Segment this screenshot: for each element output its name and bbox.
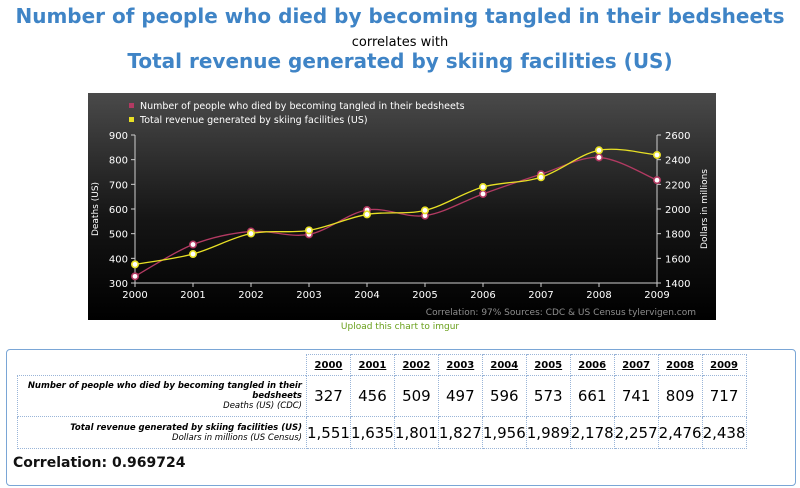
- chart-background: [88, 93, 716, 320]
- row-name: Number of people who died by becoming ta…: [27, 381, 302, 401]
- table-cell: 497: [437, 375, 483, 417]
- right-axis-tick-label: 2600: [665, 131, 690, 142]
- table-row: Number of people who died by becoming ta…: [17, 375, 747, 417]
- left-axis-tick-label: 500: [109, 230, 128, 241]
- data-point: [478, 183, 487, 192]
- data-point: [130, 260, 139, 269]
- year-header: 2007: [613, 354, 659, 376]
- table-cell: 327: [306, 375, 351, 417]
- row-unit: Dollars in millions (US Census): [172, 432, 302, 443]
- table-cell: 1,551: [306, 416, 351, 449]
- year-header: 2001: [349, 354, 395, 376]
- table-cell: 1,827: [437, 416, 483, 449]
- series-line: [134, 148, 658, 266]
- left-axis-tick-label: 600: [109, 205, 128, 216]
- data-point: [189, 250, 198, 259]
- table-cell: 456: [349, 375, 395, 417]
- data-point: [420, 206, 429, 215]
- data-point: [478, 189, 487, 198]
- table-cell: 1,956: [481, 416, 527, 449]
- row-label-deaths: Number of people who died by becoming ta…: [17, 375, 307, 417]
- row-unit: Deaths (US) (CDC): [223, 401, 302, 411]
- table-cell: 2,476: [657, 416, 703, 449]
- year-header: 2004: [481, 354, 527, 376]
- table-cell: 661: [569, 375, 615, 417]
- data-point: [536, 173, 545, 182]
- right-axis-tick-label: 1800: [665, 230, 690, 241]
- year-header: 2003: [437, 354, 483, 376]
- table-cell: 573: [525, 375, 571, 417]
- table-cell: 2,438: [701, 416, 747, 449]
- x-axis-tick-label: 2007: [528, 290, 553, 301]
- left-axis-tick-label: 700: [109, 180, 128, 191]
- x-axis-tick-label: 2003: [296, 290, 321, 301]
- table-cell: 1,989: [525, 416, 571, 449]
- x-axis-tick-label: 2005: [412, 290, 437, 301]
- row-label-revenue: Total revenue generated by skiing facili…: [17, 416, 307, 449]
- left-axis-tick-label: 400: [109, 254, 128, 265]
- left-axis-tick-label: 900: [109, 131, 128, 142]
- data-point: [652, 176, 661, 185]
- right-axis-tick-label: 1400: [665, 279, 690, 290]
- x-axis-tick-label: 2004: [354, 290, 379, 301]
- data-point: [652, 150, 661, 159]
- correlates-with-text: correlates with: [351, 35, 449, 50]
- correlation-value: Correlation: 0.969724: [13, 455, 186, 471]
- legend-label: Total revenue generated by skiing facili…: [139, 115, 368, 126]
- left-axis-title: Deaths (US): [91, 182, 101, 236]
- legend-swatch: [129, 117, 134, 122]
- right-axis-tick-label: 2200: [665, 180, 690, 191]
- table-row: Total revenue generated by skiing facili…: [17, 416, 747, 449]
- table-cell: 509: [393, 375, 439, 417]
- table-cell: 2,178: [569, 416, 615, 449]
- table-cell: 596: [481, 375, 527, 417]
- right-axis-tick-label: 2400: [665, 156, 690, 167]
- chart-footer-note: Correlation: 97% Sources: CDC & US Censu…: [426, 308, 696, 318]
- table-cell: 2,257: [613, 416, 659, 449]
- data-point: [362, 210, 371, 219]
- legend-swatch: [129, 103, 134, 108]
- left-axis-tick-label: 800: [109, 156, 128, 167]
- data-point: [247, 229, 256, 238]
- data-table: 2000 2001 2002 2003 2004 2005 2006 2007 …: [17, 354, 747, 449]
- table-cell: 717: [701, 375, 747, 417]
- table-cell: 809: [657, 375, 703, 417]
- x-axis-tick-label: 2006: [470, 290, 495, 301]
- year-header: 2008: [657, 354, 703, 376]
- table-cell: 741: [613, 375, 659, 417]
- data-point: [189, 240, 198, 249]
- table-corner: [18, 355, 307, 376]
- table-cell: 1,801: [393, 416, 439, 449]
- year-header: 2002: [393, 354, 439, 376]
- right-axis-tick-label: 2000: [665, 205, 690, 216]
- table-cell: 1,635: [349, 416, 395, 449]
- right-axis-title: Dollars in millions: [700, 169, 710, 249]
- line-chart: 300 400 500 600 700 800 900 1400 1600 1800 2000 220…: [88, 93, 716, 320]
- data-point: [594, 146, 603, 155]
- x-axis-tick-label: 2009: [644, 290, 669, 301]
- chart-area: 300 400 500 600 700 800 900 1400 1600 1800 2000 220…: [88, 93, 716, 320]
- right-axis-tick-label: 1600: [665, 254, 690, 265]
- year-header: 2005: [525, 354, 571, 376]
- data-point: [594, 153, 603, 162]
- x-axis-tick-label: 2001: [180, 290, 205, 301]
- data-point: [305, 226, 314, 235]
- year-header: 2009: [701, 354, 747, 376]
- x-axis-tick-label: 2000: [122, 290, 147, 301]
- year-header: 2006: [569, 354, 615, 376]
- x-axis-tick-label: 2008: [586, 290, 611, 301]
- chart-title-secondary: Total revenue generated by skiing facili…: [127, 49, 673, 73]
- legend-label: Number of people who died by becoming ta…: [140, 101, 465, 112]
- upload-chart-link[interactable]: Upload this chart to imgur: [340, 322, 460, 332]
- chart-title-primary: Number of people who died by becoming ta…: [15, 4, 785, 28]
- data-point: [130, 272, 139, 281]
- data-panel: 2000 2001 2002 2003 2004 2005 2006 2007 …: [6, 349, 796, 486]
- row-name: Total revenue generated by skiing facili…: [70, 422, 302, 433]
- year-header: 2000: [306, 354, 351, 376]
- x-axis-tick-label: 2002: [238, 290, 263, 301]
- left-axis-tick-label: 300: [109, 279, 128, 290]
